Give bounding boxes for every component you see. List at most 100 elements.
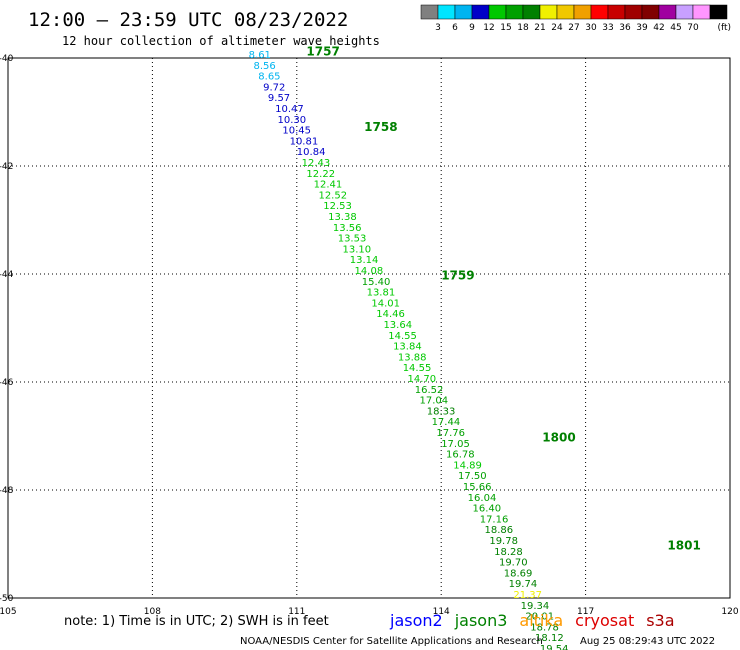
y-tick-labels: -40 -42 -44 -46 -48 -50 <box>0 54 14 604</box>
colorbar-tick-label: 15 <box>500 23 511 33</box>
wave-height-value: 14.55 <box>388 331 417 342</box>
wave-height-value: 9.72 <box>263 82 285 93</box>
colorbar-tick-label: 33 <box>602 23 613 33</box>
wave-height-value: 10.81 <box>290 136 319 147</box>
colorbar-tick-label: 27 <box>568 23 579 33</box>
colorbar-tick-label: 3 <box>435 23 441 33</box>
chart-title: 12:00 – 23:59 UTC 08/23/2022 <box>28 9 348 31</box>
grid-lines <box>8 58 730 598</box>
wave-height-value: 18.28 <box>494 547 523 558</box>
wave-height-value: 10.84 <box>297 147 326 158</box>
colorbar-unit: (ft) <box>717 23 731 33</box>
chart-subtitle: 12 hour collection of altimeter wave hei… <box>62 34 380 48</box>
colorbar-tick-label: 42 <box>653 23 664 33</box>
time-label: 1757 <box>306 44 339 58</box>
satellite-name: jason3 <box>454 611 508 630</box>
footer-credit: NOAA/NESDIS Center for Satellite Applica… <box>240 636 543 647</box>
wave-height-value: 12.43 <box>302 158 331 169</box>
colorbar-swatch <box>675 4 694 20</box>
wave-height-value: 13.56 <box>333 223 362 234</box>
y-tick-label: -46 <box>0 378 14 388</box>
footer-timestamp: Aug 25 08:29:43 UTC 2022 <box>580 636 715 647</box>
time-label: 1759 <box>441 268 474 282</box>
colorbar-swatch <box>539 4 558 20</box>
colorbar-swatch <box>709 4 728 20</box>
colorbar-tick-label: 70 <box>687 23 699 33</box>
colorbar-swatch <box>522 4 541 20</box>
satellite-name: s3a <box>646 611 674 630</box>
y-tick-label: -40 <box>0 54 14 64</box>
wave-height-value: 17.76 <box>436 428 465 439</box>
colorbar-tick-label: 21 <box>534 23 545 33</box>
time-labels: 1757 1758 1759 1800 1801 <box>306 44 700 552</box>
x-tick-label: 111 <box>288 607 305 617</box>
y-tick-label: -50 <box>0 594 14 604</box>
wave-height-value: 12.52 <box>318 190 347 201</box>
colorbar-tick-label: 36 <box>619 23 631 33</box>
satellite-name: cryosat <box>575 611 634 630</box>
colorbar-tick-label: 12 <box>483 23 494 33</box>
colorbar-swatch <box>488 4 507 20</box>
wave-height-value: 19.54 <box>540 644 569 650</box>
footer-note: note: 1) Time is in UTC; 2) SWH is in fe… <box>64 614 329 629</box>
x-tick-label: 117 <box>577 607 594 617</box>
wave-height-value: 17.44 <box>432 417 461 428</box>
x-tick-label: 114 <box>433 607 450 617</box>
wave-height-value: 14.70 <box>408 374 437 385</box>
x-tick-label: 105 <box>0 607 17 617</box>
wave-height-value: 17.50 <box>458 471 487 482</box>
wave-height-value: 13.10 <box>343 244 372 255</box>
wave-height-value: 19.34 <box>521 601 550 612</box>
colorbar-swatch <box>471 4 490 20</box>
plot-frame <box>7 57 731 599</box>
colorbar-swatch <box>658 4 677 20</box>
colorbar-tick-label: 9 <box>469 23 475 33</box>
time-label: 1801 <box>667 538 700 552</box>
wave-height-value: 13.88 <box>398 352 427 363</box>
colorbar-swatch <box>624 4 643 20</box>
wave-height-value: 13.81 <box>367 288 396 299</box>
time-label: 1800 <box>542 430 575 444</box>
wave-height-value: 10.45 <box>282 126 311 137</box>
wave-height-value: 19.78 <box>489 536 518 547</box>
wave-height-value: 13.38 <box>328 212 357 223</box>
wave-height-value: 10.30 <box>278 115 307 126</box>
colorbar-swatch <box>641 4 660 20</box>
colorbar-tick-label: 45 <box>670 23 681 33</box>
wave-height-value: 17.05 <box>441 439 470 450</box>
colorbar-swatch <box>607 4 626 20</box>
colorbar-swatch <box>454 4 473 20</box>
colorbar-swatch <box>556 4 575 20</box>
x-tick-label: 108 <box>144 607 161 617</box>
colorbar-swatch <box>590 4 609 20</box>
wave-height-value: 8.56 <box>253 61 275 72</box>
colorbar-swatch <box>692 4 711 20</box>
colorbar-tick-label: 24 <box>551 23 563 33</box>
wave-height-value: 8.61 <box>249 50 271 61</box>
wave-height-value: 15.40 <box>362 277 391 288</box>
wave-height-value: 18.33 <box>427 406 456 417</box>
colorbar-swatch <box>573 4 592 20</box>
wave-height-value: 13.64 <box>383 320 412 331</box>
colorbar-swatch <box>505 4 524 20</box>
wave-height-value: 8.65 <box>258 72 280 83</box>
wave-height-value: 20.01 <box>525 612 554 623</box>
wave-height-value: 18.78 <box>530 622 559 633</box>
colorbar-tick-label: 30 <box>585 23 597 33</box>
wave-height-value: 14.55 <box>403 363 432 374</box>
wave-height-value: 18.86 <box>485 525 514 536</box>
wave-height-value: 16.52 <box>415 385 444 396</box>
wave-height-value: 14.89 <box>453 460 482 471</box>
wave-height-value: 16.04 <box>468 493 497 504</box>
wave-height-value: 13.84 <box>393 342 422 353</box>
wave-height-value: 12.22 <box>306 169 335 180</box>
wave-height-value: 18.69 <box>504 568 533 579</box>
wave-height-labels: 8.618.568.659.729.5710.4710.3010.4510.81… <box>249 50 569 650</box>
wave-height-value: 9.57 <box>268 93 290 104</box>
satellite-name: jason2 <box>389 611 443 630</box>
wave-height-value: 19.74 <box>509 579 538 590</box>
colorbar-tick-label: 6 <box>452 23 458 33</box>
x-tick-labels: 105 108 111 114 117 120 <box>0 607 739 617</box>
colorbar-swatch <box>420 4 439 20</box>
wave-height-value: 12.41 <box>314 180 343 191</box>
